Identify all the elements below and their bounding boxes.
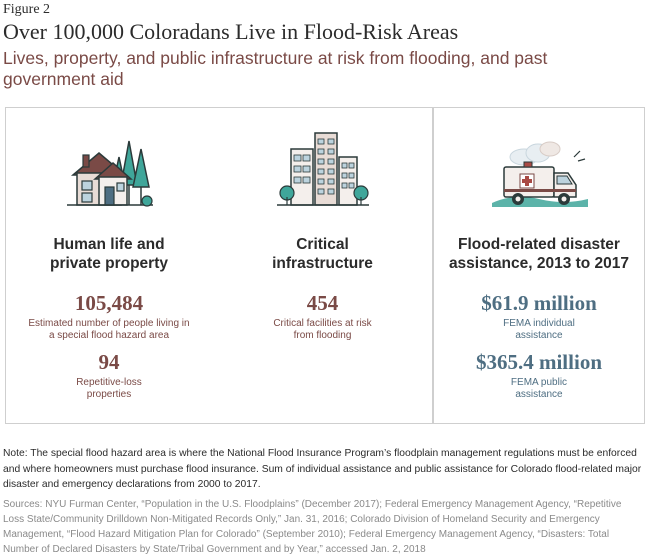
stat-desc-line: assistance — [515, 330, 563, 341]
panel-divider — [432, 107, 434, 424]
page-subtitle: Lives, property, and public infrastructu… — [3, 48, 548, 89]
column-life-property: Human life and private property 105,484 … — [5, 107, 213, 424]
stat-desc-line: FEMA individual — [503, 318, 575, 329]
figure-label: Figure 2 — [3, 2, 51, 17]
heading-disaster-assistance: Flood-related disaster assistance, 2013 … — [433, 235, 645, 273]
heading-line: infrastructure — [272, 255, 373, 272]
heading-life-property: Human life and private property — [5, 235, 213, 273]
column-disaster-assistance: Flood-related disaster assistance, 2013 … — [433, 107, 645, 424]
stat-repetitive-desc: Repetitive-loss properties — [5, 377, 213, 401]
stat-desc-line: Critical facilities at risk — [273, 318, 372, 329]
ambulance-icon — [492, 141, 588, 207]
stat-desc-line: from flooding — [293, 330, 352, 341]
heading-line: Critical — [296, 236, 349, 253]
heading-line: assistance, 2013 to 2017 — [448, 255, 630, 272]
house-trees-icon — [67, 140, 153, 207]
heading-line: Human life and — [53, 236, 165, 253]
stat-fema-public-desc: FEMA public assistance — [433, 377, 645, 401]
stat-desc-line: FEMA public — [510, 377, 568, 388]
footnote: Note: The special flood hazard area is w… — [3, 448, 642, 490]
stat-desc-line: properties — [86, 389, 132, 400]
stat-desc-line: Repetitive-loss — [76, 377, 142, 388]
stat-fema-individual-desc: FEMA individual assistance — [433, 318, 645, 342]
stat-fema-public: $365.4 million — [475, 350, 602, 374]
stat-desc-line: assistance — [515, 389, 563, 400]
stat-people-at-risk: 105,484 — [74, 291, 144, 315]
sources: Sources: NYU Furman Center, “Population … — [3, 499, 622, 555]
stat-critical-desc: Critical facilities at risk from floodin… — [213, 318, 432, 342]
column-critical-infrastructure: Critical infrastructure 454 Critical fac… — [213, 107, 432, 424]
page-title: Over 100,000 Coloradans Live in Flood-Ri… — [3, 19, 459, 44]
heading-line: private property — [49, 255, 168, 272]
stat-people-desc: Estimated number of people living in a s… — [5, 318, 213, 342]
stat-repetitive-loss: 94 — [98, 350, 120, 374]
stat-desc-line: a special flood hazard area — [48, 330, 170, 341]
stat-desc-line: Estimated number of people living in — [28, 318, 190, 329]
stat-fema-individual: $61.9 million — [481, 291, 597, 315]
heading-line: Flood-related disaster — [458, 236, 620, 253]
stat-critical-facilities: 454 — [306, 291, 339, 315]
city-buildings-icon — [276, 132, 369, 206]
heading-critical-infrastructure: Critical infrastructure — [213, 235, 432, 273]
